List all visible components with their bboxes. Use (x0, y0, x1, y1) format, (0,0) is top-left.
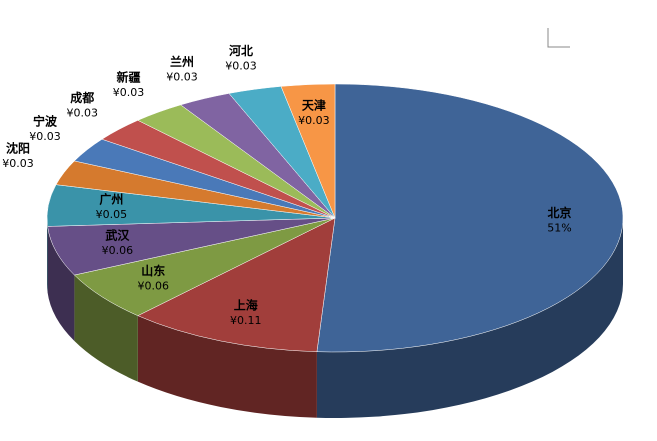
slice-name: 沈阳 (6, 140, 30, 155)
slice-side (316, 218, 623, 418)
value-label: ¥0.03 (2, 157, 34, 170)
value-label: ¥0.03 (225, 59, 257, 72)
slice-name: 新疆 (116, 70, 140, 85)
value-label: ¥0.03 (29, 130, 61, 143)
slice-name: 成都 (70, 90, 94, 105)
slice-side (47, 218, 48, 293)
slice (137, 217, 336, 352)
value-label: 51% (547, 221, 571, 234)
value-label: ¥0.05 (96, 208, 128, 221)
slice-side (74, 275, 138, 382)
value-label: ¥0.11 (230, 314, 262, 327)
slice-side (47, 226, 75, 342)
slice-name: 天津 (302, 97, 326, 112)
slice-name: 兰州 (170, 54, 194, 69)
slice (280, 83, 336, 219)
slice-name: 河北 (228, 43, 253, 58)
value-label: ¥0.06 (138, 279, 170, 292)
value-label: ¥0.03 (66, 106, 98, 119)
slice-name: 北京 (548, 205, 572, 220)
slice (316, 83, 624, 353)
slice-name: 山东 (141, 263, 165, 278)
value-label: ¥0.03 (113, 86, 145, 99)
slice-side (137, 315, 317, 418)
corner-mark (547, 28, 570, 48)
value-label: ¥0.03 (298, 114, 330, 127)
slice-name: 广州 (99, 192, 123, 207)
slice-name: 武汉 (105, 227, 130, 242)
value-label: ¥0.06 (102, 244, 134, 257)
value-label: ¥0.03 (166, 70, 198, 83)
slice-name: 宁波 (33, 114, 58, 129)
slice-name: 上海 (234, 297, 258, 312)
